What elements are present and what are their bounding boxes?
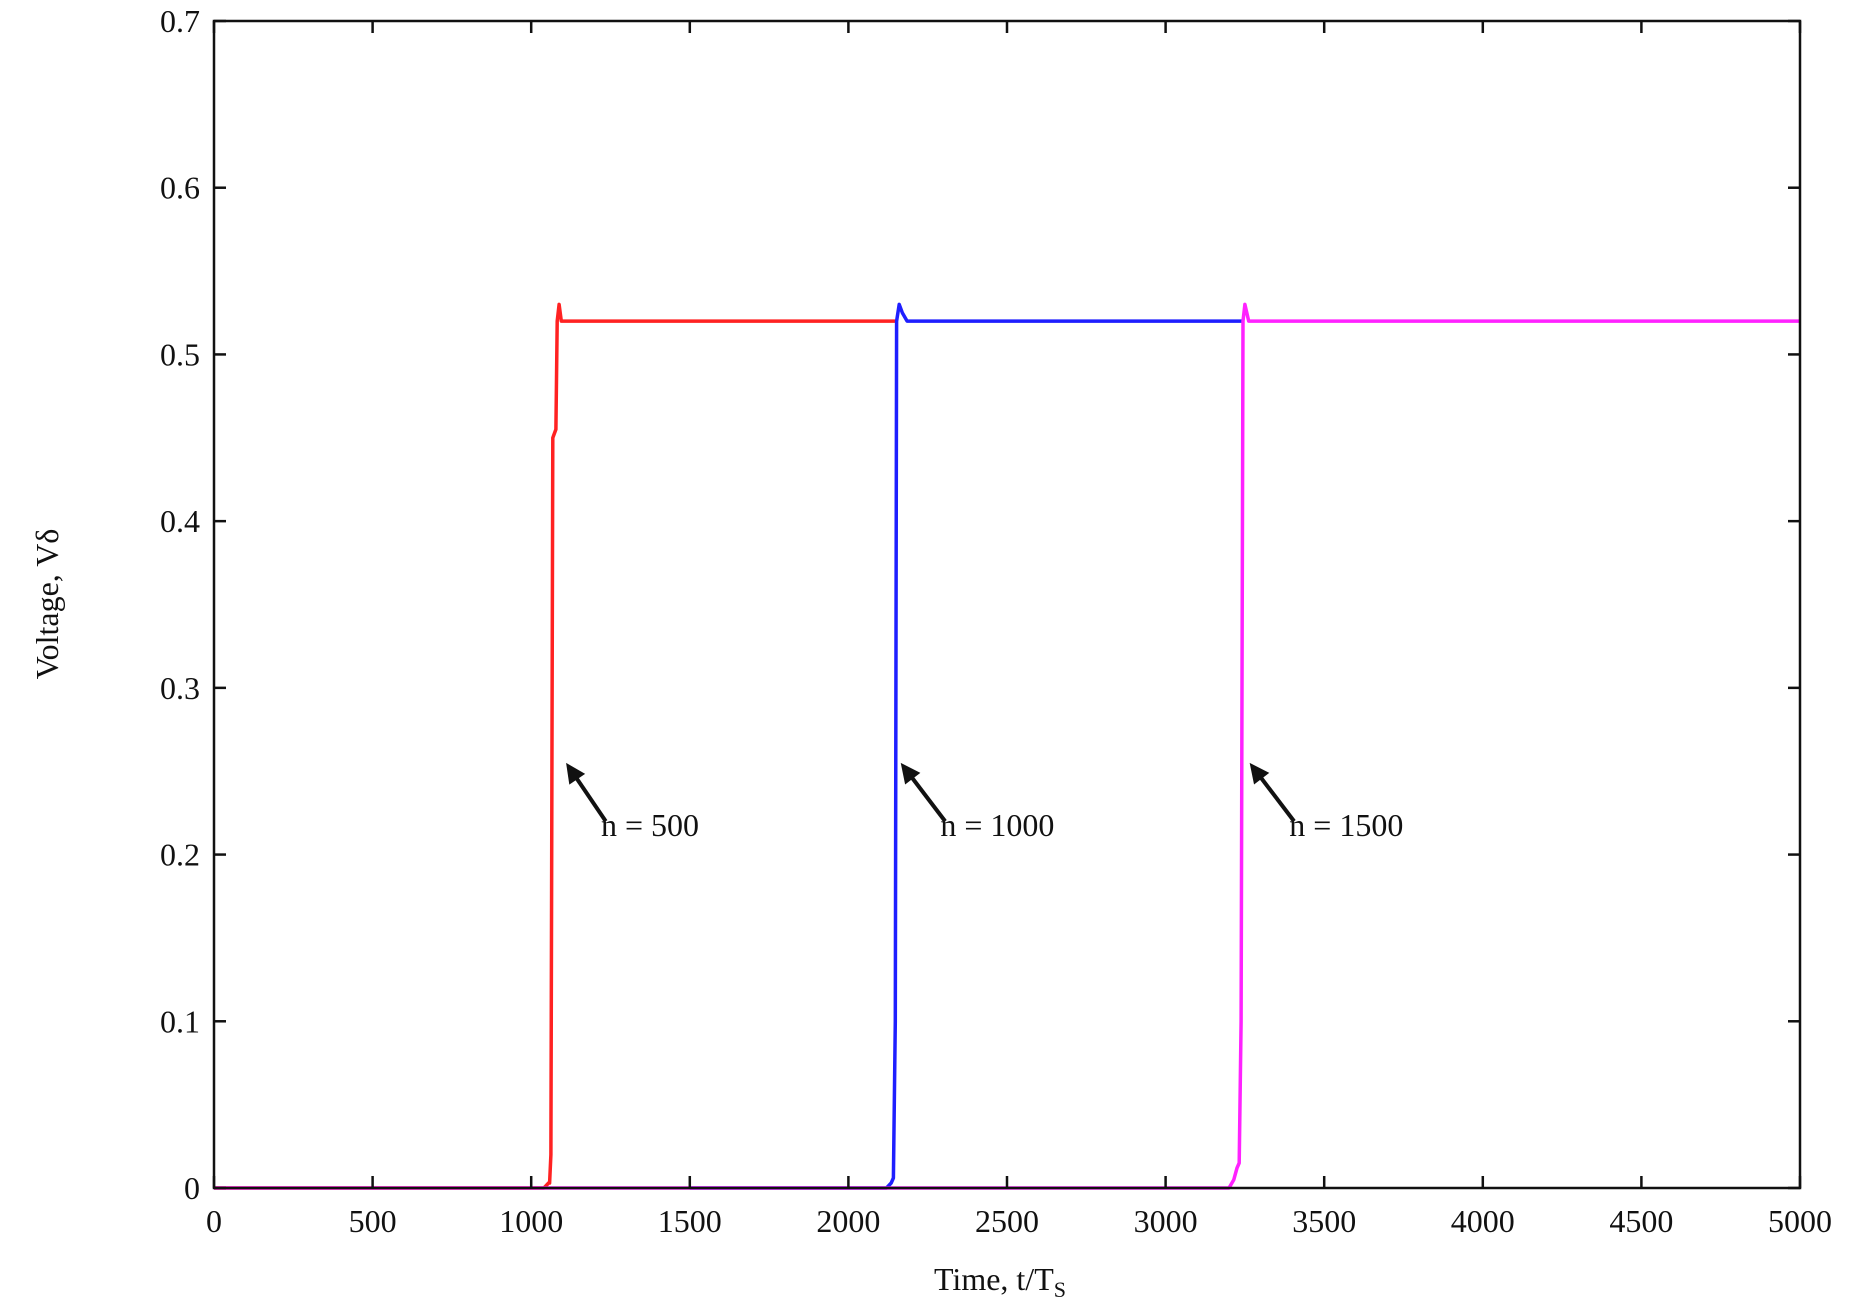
plot-frame xyxy=(212,19,1802,1190)
series-line-3 xyxy=(214,302,1800,1190)
x-tick-label-2: 1000 xyxy=(499,1203,563,1239)
annotation-arrow-head-1 xyxy=(566,762,586,785)
y-axis-label: Voltage, Vδ xyxy=(29,529,65,680)
x-tick-label-5: 2500 xyxy=(975,1203,1039,1239)
annotation-arrow-shaft-2 xyxy=(909,775,947,823)
x-tick-label-3: 1500 xyxy=(658,1203,722,1239)
x-tick-label-4: 2000 xyxy=(816,1203,880,1239)
annotation-label-1: n = 500 xyxy=(601,807,699,843)
y-tick-label-4: 0.4 xyxy=(160,503,200,539)
x-tick-label-6: 3000 xyxy=(1134,1203,1198,1239)
series-layer xyxy=(214,302,1800,1190)
annotation-label-2: n = 1000 xyxy=(940,807,1054,843)
y-tick-label-7: 0.7 xyxy=(160,3,200,39)
x-tick-label-0: 0 xyxy=(206,1203,222,1239)
y-tick-label-5: 0.5 xyxy=(160,336,200,372)
y-tick-label-3: 0.3 xyxy=(160,670,200,706)
annotation-arrow-shaft-3 xyxy=(1258,775,1296,823)
annotation-3: n = 1500 xyxy=(1249,762,1403,843)
annotation-arrow-head-2 xyxy=(900,762,921,785)
x-axis-label: Time, t/TS xyxy=(934,1261,1066,1298)
series-line-1 xyxy=(214,302,896,1190)
series-line-2 xyxy=(689,302,1242,1190)
x-axis-label-main: Time, t/T xyxy=(934,1261,1054,1297)
x-tick-label-9: 4500 xyxy=(1609,1203,1673,1239)
annotation-label-3: n = 1500 xyxy=(1289,807,1403,843)
y-tick-label-0: 0 xyxy=(184,1170,200,1206)
annotation-arrow-shaft-1 xyxy=(574,776,608,823)
x-tick-label-7: 3500 xyxy=(1292,1203,1356,1239)
x-tick-label-1: 500 xyxy=(349,1203,397,1239)
annotation-2: n = 1000 xyxy=(900,762,1054,843)
y-tick-label-2: 0.2 xyxy=(160,837,200,873)
y-tick-label-1: 0.1 xyxy=(160,1003,200,1039)
x-tick-label-8: 4000 xyxy=(1451,1203,1515,1239)
y-tick-label-6: 0.6 xyxy=(160,170,200,206)
annotation-arrow-head-3 xyxy=(1249,762,1270,785)
annotation-layer: n = 500 n = 1000 n = 1500 xyxy=(566,762,1403,843)
x-tick-label-10: 5000 xyxy=(1768,1203,1832,1239)
ticks-layer: 0 500 1000 1500 2000 2500 3000 3500 4000 4500 5000… xyxy=(160,3,1832,1239)
annotation-1: n = 500 xyxy=(566,762,699,843)
x-axis-label-subscript: S xyxy=(1054,1277,1066,1298)
